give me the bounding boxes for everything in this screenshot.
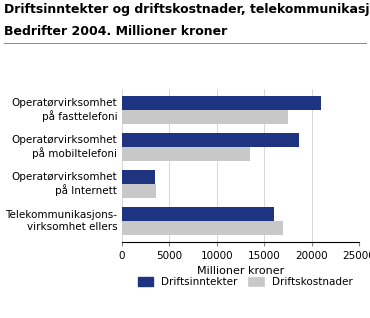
Text: Driftsinntekter og driftskostnader, telekommunikasjoner.: Driftsinntekter og driftskostnader, tele… [4,3,370,16]
Bar [122,221,283,235]
Bar [122,207,274,221]
Bar [122,147,250,161]
X-axis label: Millioner kroner: Millioner kroner [197,266,284,276]
Bar [122,184,156,198]
Bar [122,110,288,124]
Bar [122,133,299,147]
Legend: Driftsinntekter, Driftskostnader: Driftsinntekter, Driftskostnader [133,273,357,291]
Bar [122,96,321,110]
Text: Bedrifter 2004. Millioner kroner: Bedrifter 2004. Millioner kroner [4,25,227,38]
Bar [122,170,155,184]
